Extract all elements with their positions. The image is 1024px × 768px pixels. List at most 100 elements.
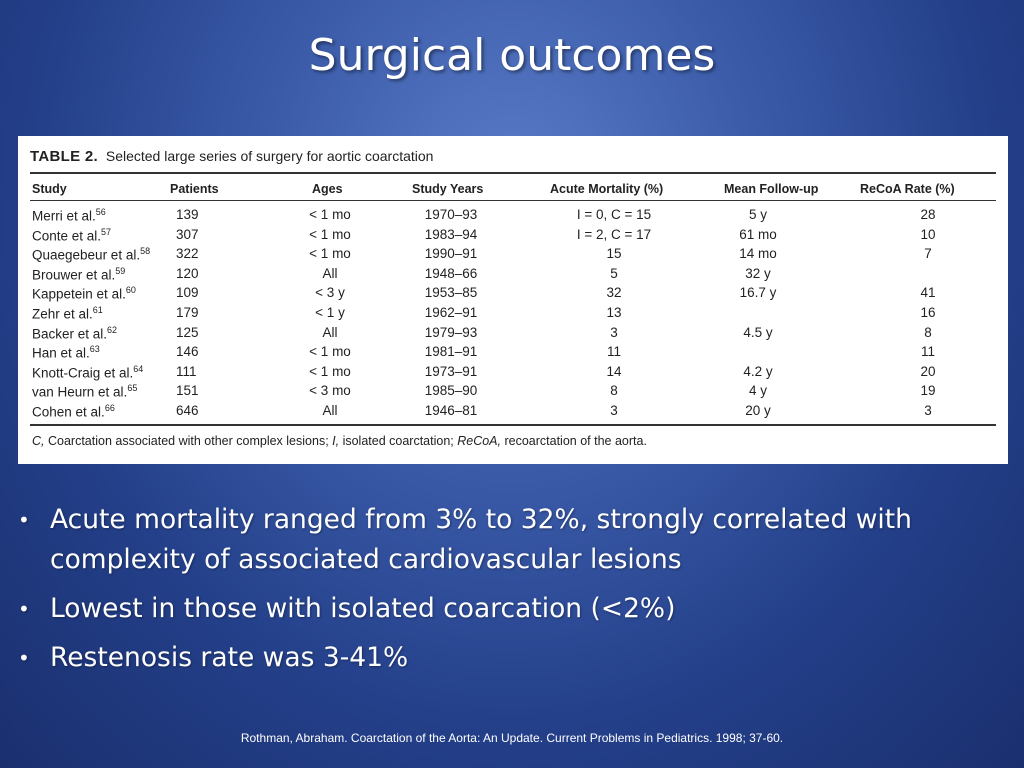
citation: Rothman, Abraham. Coarctation of the Aor… (240, 731, 784, 745)
bullet-marker: • (18, 646, 30, 670)
cell-acute-mortality: I = 2, C = 17 (576, 226, 652, 242)
table-row: Conte et al.57 307 < 1 mo 1983–94 I = 2, C =… (18, 226, 1008, 246)
cell-study: Zehr et al.61 (32, 305, 103, 322)
header-patients: Patients (170, 182, 219, 196)
cell-acute-mortality: 3 (610, 324, 618, 340)
reference-number: 65 (127, 383, 138, 394)
bullet-item: • Restenosis rate was 3-41% (18, 638, 978, 678)
cell-acute-mortality: 14 (606, 363, 622, 379)
table-row: Kappetein et al.60 109 < 3 y 1953–85 32 16.7 … (18, 284, 1008, 304)
table-caption: TABLE 2. Selected large series of surger… (30, 148, 433, 165)
cell-ages: < 1 mo (309, 226, 351, 242)
table-row: Knott-Craig et al.64 111 < 1 mo 1973–91 14 4.… (18, 363, 1008, 383)
reference-number: 59 (115, 265, 126, 276)
bullet-item: • Acute mortality ranged from 3% to 32%, … (18, 500, 978, 580)
cell-study-years: 1953–85 (424, 285, 478, 301)
bullet-marker: • (18, 597, 30, 621)
cell-study-years: 1962–91 (424, 304, 478, 320)
study-name: Brouwer et al. (32, 267, 116, 283)
cell-study-years: 1985–90 (424, 383, 478, 399)
cell-study: Quaegebeur et al.58 (32, 246, 150, 263)
cell-mean-follow-up: 5 y (748, 207, 767, 222)
cell-patients: 179 (176, 304, 199, 320)
coarctation-table: TABLE 2. Selected large series of surger… (18, 136, 1008, 464)
cell-acute-mortality: 3 (610, 402, 618, 418)
table-header-rule (30, 200, 996, 201)
reference-number: 63 (89, 344, 100, 355)
reference-number: 58 (140, 246, 151, 257)
cell-study: Brouwer et al.59 (32, 266, 125, 283)
cell-acute-mortality: 5 (610, 265, 618, 281)
cell-ages: < 3 mo (309, 383, 351, 399)
header-recoa-rate: ReCoA Rate (%) (860, 182, 955, 196)
footnote-i-abbr: I, (332, 434, 340, 448)
cell-patients: 151 (176, 383, 199, 399)
cell-patients: 125 (176, 324, 199, 340)
cell-study-years: 1946–81 (424, 402, 478, 418)
cell-study: Knott-Craig et al.64 (32, 364, 143, 381)
cell-ages: < 1 mo (309, 344, 351, 360)
reference-number: 60 (125, 285, 136, 296)
reference-number: 62 (107, 324, 118, 335)
footnote-i-text: isolated coarctation; (339, 434, 458, 448)
cell-mean-follow-up: 4 y (748, 383, 767, 399)
cell-study: Conte et al.57 (32, 227, 111, 244)
study-name: Han et al. (32, 345, 90, 361)
cell-mean-follow-up: 61 mo (739, 226, 777, 242)
reference-number: 66 (104, 402, 115, 413)
cell-ages: < 1 y (315, 304, 345, 320)
cell-acute-mortality: I = 0, C = 15 (576, 207, 652, 222)
cell-patients: 111 (176, 363, 197, 379)
cell-recoa-rate: 28 (920, 207, 936, 222)
footnote-c-text: Coarctation associated with other comple… (44, 434, 333, 448)
table-top-rule (30, 172, 996, 174)
table-row: Backer et al.62 125 All 1979–93 3 4.5 y 8 (18, 324, 1008, 344)
cell-mean-follow-up: 4.5 y (743, 324, 773, 340)
cell-recoa-rate: 8 (924, 324, 932, 340)
table-row: van Heurn et al.65 151 < 3 mo 1985–90 8 4 y 19 (18, 382, 1008, 402)
cell-acute-mortality: 11 (606, 344, 621, 360)
cell-acute-mortality: 32 (606, 285, 622, 301)
cell-ages: All (322, 324, 338, 340)
cell-acute-mortality: 13 (606, 304, 622, 320)
cell-mean-follow-up: 14 mo (739, 246, 777, 262)
study-name: Zehr et al. (32, 306, 93, 322)
cell-patients: 146 (176, 344, 199, 360)
cell-recoa-rate: 7 (924, 246, 932, 262)
study-name: van Heurn et al. (32, 384, 128, 400)
study-name: Quaegebeur et al. (32, 247, 141, 263)
table-caption-label: TABLE 2. (30, 148, 98, 165)
slide-title: Surgical outcomes (308, 30, 716, 81)
cell-study-years: 1990–91 (424, 246, 478, 262)
header-study-years: Study Years (412, 182, 484, 196)
cell-patients: 646 (176, 402, 199, 418)
cell-recoa-rate: 3 (924, 402, 932, 418)
cell-mean-follow-up: 16.7 y (739, 285, 777, 301)
cell-recoa-rate: 11 (920, 344, 935, 360)
table-bottom-rule (30, 424, 996, 426)
cell-study: Han et al.63 (32, 344, 100, 361)
header-ages: Ages (312, 182, 343, 196)
cell-ages: < 1 mo (309, 207, 351, 222)
footnote-recoa-abbr: ReCoA, (457, 434, 501, 448)
cell-patients: 120 (176, 265, 199, 281)
table-caption-text: Selected large series of surgery for aor… (105, 148, 434, 164)
cell-acute-mortality: 8 (610, 383, 618, 399)
reference-number: 57 (101, 226, 112, 237)
cell-study-years: 1979–93 (424, 324, 478, 340)
cell-patients: 139 (176, 207, 199, 222)
study-name: Knott-Craig et al. (32, 365, 134, 381)
cell-ages: < 3 y (315, 285, 345, 301)
table-row: Cohen et al.66 646 All 1946–81 3 20 y 3 (18, 402, 1008, 422)
table-row: Quaegebeur et al.58 322 < 1 mo 1990–91 15 14 … (18, 245, 1008, 265)
cell-recoa-rate: 10 (920, 226, 936, 242)
table-body: Merri et al.56 139 < 1 mo 1970–93 I = 0, C =… (18, 206, 1008, 422)
study-name: Merri et al. (32, 208, 96, 224)
cell-mean-follow-up: 32 y (745, 265, 771, 281)
cell-ages: All (322, 265, 338, 281)
reference-number: 64 (133, 363, 144, 374)
cell-ages: All (322, 402, 338, 418)
cell-mean-follow-up: 20 y (745, 402, 771, 418)
cell-recoa-rate: 19 (920, 383, 936, 399)
study-name: Backer et al. (32, 326, 108, 342)
